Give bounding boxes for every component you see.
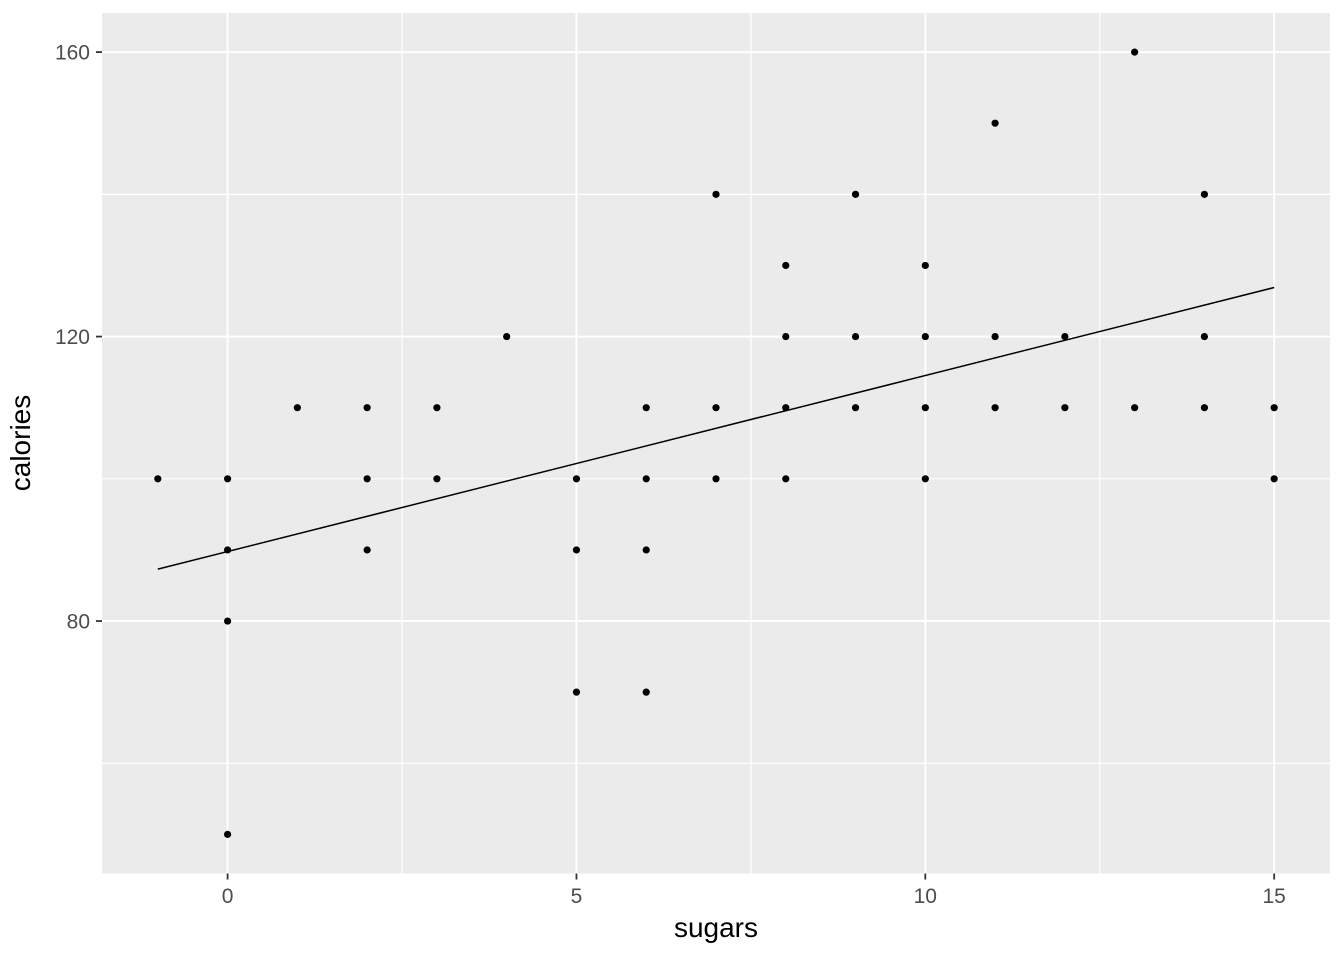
data-point xyxy=(363,404,371,412)
data-point xyxy=(1200,404,1209,412)
data-point xyxy=(223,475,232,483)
data-point xyxy=(572,546,581,554)
data-point xyxy=(503,332,511,341)
data-point xyxy=(712,475,720,483)
data-point xyxy=(154,475,162,483)
data-point xyxy=(1131,404,1139,412)
data-point xyxy=(1061,404,1069,412)
data-point xyxy=(782,332,790,341)
axis-tick-marks xyxy=(96,51,1276,880)
data-point xyxy=(223,617,232,625)
axis-tick-labels: 0 5 10 15 80 120 160 xyxy=(55,42,1286,908)
data-points-layer xyxy=(154,48,1278,838)
data-point xyxy=(433,475,441,483)
data-point xyxy=(223,830,232,838)
x-axis-title: sugars xyxy=(674,912,758,943)
data-point xyxy=(782,261,790,270)
major-gridlines xyxy=(102,13,1330,874)
y-tick-label: 120 xyxy=(55,326,90,349)
data-point xyxy=(712,190,720,198)
y-axis-title: calories xyxy=(5,395,36,491)
data-point xyxy=(991,404,999,412)
plot-panel xyxy=(102,13,1330,874)
data-point xyxy=(851,190,860,198)
data-point xyxy=(572,475,581,483)
data-point xyxy=(782,475,790,483)
data-point xyxy=(1131,48,1139,56)
y-tick-label: 160 xyxy=(55,42,90,65)
data-point xyxy=(921,261,929,270)
data-point xyxy=(572,688,581,696)
data-point xyxy=(642,688,650,696)
data-point xyxy=(1200,190,1209,198)
data-point xyxy=(921,404,929,412)
data-point xyxy=(921,332,929,341)
data-point xyxy=(921,475,929,483)
data-point xyxy=(991,332,999,341)
data-point xyxy=(991,119,999,127)
data-point xyxy=(433,404,441,412)
data-point xyxy=(851,404,860,412)
x-tick-label: 0 xyxy=(222,885,234,908)
x-tick-label: 15 xyxy=(1263,885,1286,908)
data-point xyxy=(642,546,650,554)
data-point xyxy=(782,404,790,412)
data-point xyxy=(642,475,650,483)
trend-line xyxy=(157,286,1275,570)
trend-line-layer xyxy=(157,286,1275,570)
data-point xyxy=(642,404,650,412)
data-point xyxy=(363,546,371,554)
data-point xyxy=(1270,404,1278,412)
x-tick-label: 10 xyxy=(914,885,937,908)
data-point xyxy=(293,404,301,412)
data-point xyxy=(712,404,720,412)
y-tick-label: 80 xyxy=(67,611,90,634)
data-point xyxy=(1200,332,1209,341)
data-point xyxy=(363,475,371,483)
data-point xyxy=(1270,475,1278,483)
data-point xyxy=(851,332,860,341)
data-point xyxy=(223,546,232,554)
data-point xyxy=(1061,332,1069,341)
x-tick-label: 5 xyxy=(571,885,583,908)
